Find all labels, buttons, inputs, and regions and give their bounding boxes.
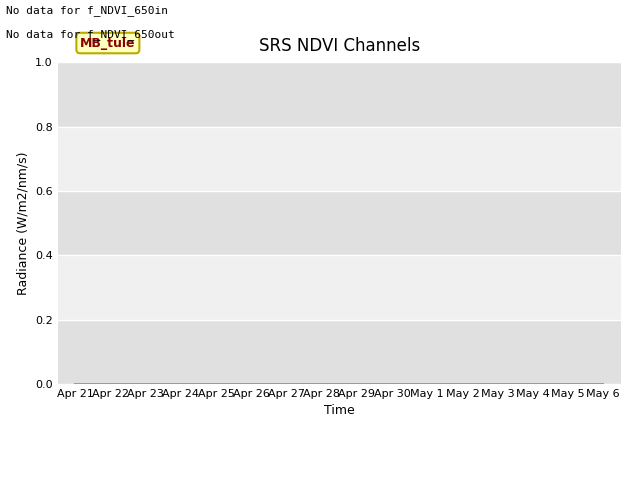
Bar: [58, 320, 621, 384]
Bar: [58, 127, 621, 191]
Text: No data for f_NDVI_650out: No data for f_NDVI_650out: [6, 29, 175, 40]
Y-axis label: Radiance (W/m2/nm/s): Radiance (W/m2/nm/s): [17, 152, 29, 295]
Bar: [58, 255, 621, 320]
Text: MB_tule: MB_tule: [80, 36, 136, 49]
Bar: [58, 191, 621, 255]
X-axis label: Time: Time: [324, 405, 355, 418]
Legend: NDVI_810in, NDVI_810out: NDVI_810in, NDVI_810out: [210, 477, 468, 480]
Bar: [58, 62, 621, 127]
Title: SRS NDVI Channels: SRS NDVI Channels: [259, 37, 420, 55]
Text: No data for f_NDVI_650in: No data for f_NDVI_650in: [6, 5, 168, 16]
